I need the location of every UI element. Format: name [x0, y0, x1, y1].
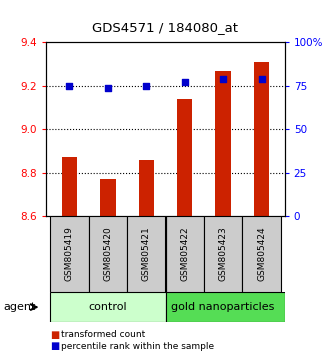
Bar: [62, 158, 77, 216]
Point: [67, 83, 72, 89]
Text: agent: agent: [3, 302, 36, 312]
Text: control: control: [88, 302, 127, 312]
Text: ■: ■: [50, 330, 59, 339]
Text: transformed count: transformed count: [61, 330, 146, 339]
Bar: [177, 99, 192, 216]
Bar: [166, 292, 285, 322]
Text: ■: ■: [50, 341, 59, 351]
Bar: [100, 179, 116, 216]
Text: GDS4571 / 184080_at: GDS4571 / 184080_at: [92, 21, 239, 34]
Bar: [50, 292, 166, 322]
Bar: [204, 216, 242, 292]
Text: percentile rank within the sample: percentile rank within the sample: [61, 342, 214, 351]
Bar: [254, 62, 269, 216]
Bar: [242, 216, 281, 292]
Text: GSM805420: GSM805420: [103, 227, 112, 281]
Point: [105, 85, 111, 91]
Bar: [215, 71, 231, 216]
Bar: [139, 160, 154, 216]
Point: [144, 83, 149, 89]
Bar: [89, 216, 127, 292]
Bar: [127, 216, 166, 292]
Text: GSM805419: GSM805419: [65, 227, 74, 281]
Point: [182, 79, 187, 84]
Text: GSM805424: GSM805424: [257, 227, 266, 281]
Bar: [50, 216, 89, 292]
Bar: [166, 216, 204, 292]
Point: [259, 76, 264, 82]
Text: GSM805421: GSM805421: [142, 227, 151, 281]
Point: [220, 76, 226, 82]
Text: gold nanoparticles: gold nanoparticles: [171, 302, 275, 312]
Text: GSM805423: GSM805423: [219, 227, 228, 281]
Text: GSM805422: GSM805422: [180, 227, 189, 281]
